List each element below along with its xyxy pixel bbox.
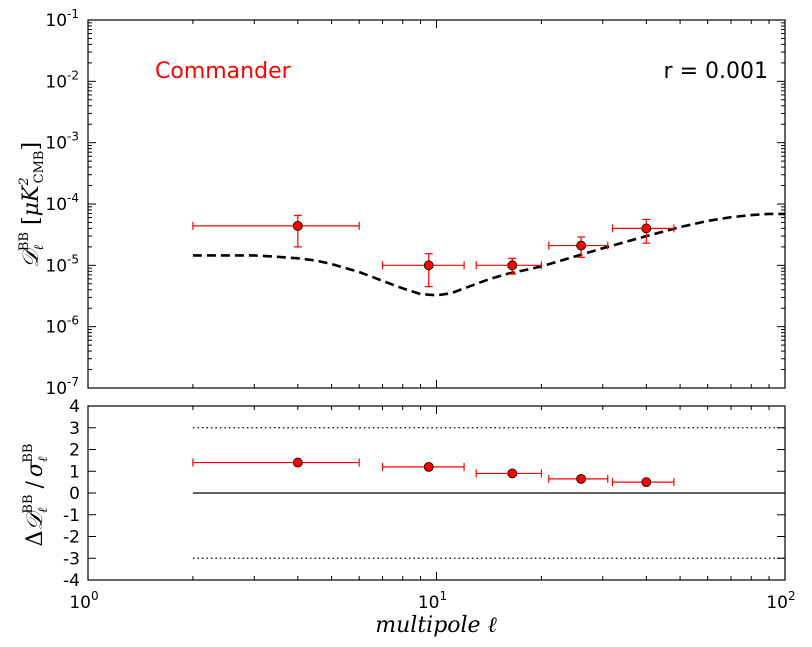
y-tick-label: 10-7 [45, 375, 79, 399]
data-point [576, 473, 587, 484]
data-point [292, 457, 303, 468]
y-tick-label: 10-4 [45, 191, 79, 215]
y-tick-label: 10-3 [45, 130, 79, 154]
method-label: Commander [155, 59, 292, 84]
x-axis-title: multipole ℓ [375, 613, 497, 638]
data-point [507, 260, 518, 271]
data-point [576, 240, 587, 251]
top-panel: 10-7 10-6 10-5 10-4 10-3 10-2 10-1 Commander r… [17, 7, 786, 399]
y-tick-label: 3 [69, 419, 80, 439]
model-curve [192, 212, 785, 297]
bottom-y-axis-title: Δ𝒟ℓBB/σℓBB [21, 444, 51, 547]
x-tick-label: 100 [69, 589, 98, 613]
y-tick-label: -3 [63, 549, 80, 569]
r-value-label: r = 0.001 [664, 59, 768, 84]
x-tick-label: 101 [418, 589, 447, 613]
data-point [507, 468, 518, 479]
y-tick-label: 4 [69, 397, 80, 417]
data-point [641, 477, 652, 488]
y-tick-label: 10-1 [45, 7, 79, 31]
top-y-axis: 10-7 10-6 10-5 10-4 10-3 10-2 10-1 [45, 7, 785, 399]
data-point [423, 260, 434, 271]
top-y-axis-title: 𝒟ℓBB [μK2CMB] [17, 142, 47, 268]
x-axis: 100 101 102 [69, 589, 795, 613]
y-tick-label: -2 [63, 528, 80, 548]
y-tick-label: 10-6 [45, 314, 79, 338]
data-point [641, 223, 652, 234]
data-point [423, 461, 434, 472]
y-tick-label: 2 [69, 441, 80, 461]
y-tick-label: -4 [63, 571, 80, 591]
data-point [292, 220, 303, 231]
y-tick-label: 1 [69, 462, 80, 482]
bottom-plot-area [87, 406, 785, 580]
y-tick-label: 10-2 [45, 68, 79, 92]
y-tick-label: 0 [69, 484, 80, 504]
top-plot-area [87, 20, 785, 388]
y-tick-label: -1 [63, 506, 80, 526]
y-tick-label: 10-5 [45, 252, 79, 276]
x-tick-label: 102 [766, 589, 795, 613]
